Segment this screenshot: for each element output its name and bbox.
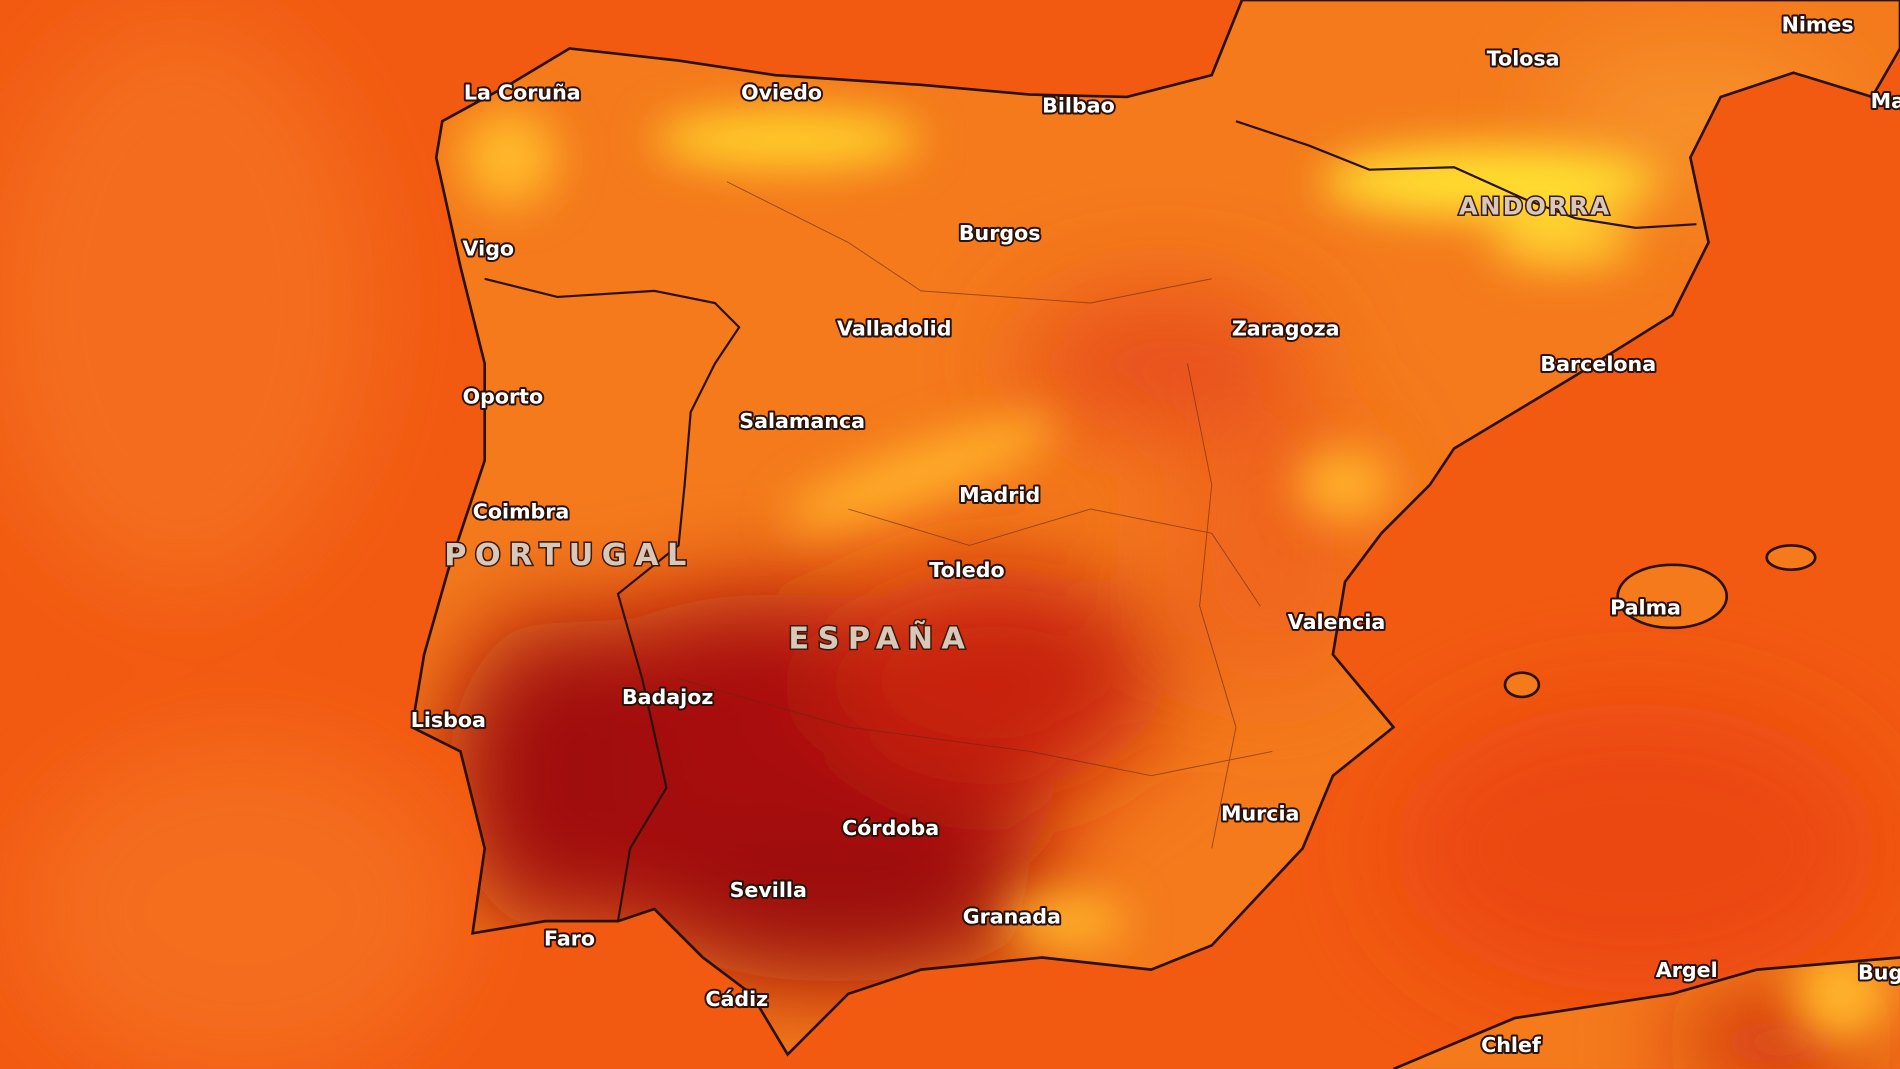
city-label: Madrid	[959, 483, 1040, 507]
city-label: Oporto	[463, 385, 544, 409]
city-label: Oviedo	[741, 80, 822, 104]
city-label: Sevilla	[730, 878, 807, 902]
city-label: Faro	[544, 926, 595, 950]
city-label: Nimes	[1782, 13, 1854, 37]
city-label: Badajoz	[622, 685, 713, 709]
country-labels: PORTUGAL ESPAÑA ANDORRA	[443, 191, 1612, 658]
city-label: Argel	[1656, 958, 1718, 982]
city-label: La Coruña	[464, 80, 581, 104]
city-label: Murcia	[1221, 802, 1299, 826]
city-label: Tolosa	[1487, 46, 1560, 70]
sea-shading	[0, 12, 1879, 1069]
city-label: Vigo	[463, 237, 515, 261]
city-label: Ma	[1871, 89, 1900, 113]
coastlines	[410, 0, 1900, 1069]
city-label: Chlef	[1481, 1033, 1542, 1057]
country-label-andorra: ANDORRA	[1459, 193, 1612, 221]
city-label: Bug	[1858, 960, 1900, 984]
city-label: Cádiz	[705, 987, 768, 1011]
city-label: Coimbra	[473, 500, 570, 524]
city-label: Zaragoza	[1232, 317, 1340, 341]
city-label: Granada	[963, 905, 1061, 929]
region-borders	[678, 181, 1273, 849]
city-label: Palma	[1610, 595, 1681, 619]
country-borders	[484, 120, 1697, 922]
city-label: Valencia	[1288, 610, 1386, 634]
city-label: Bilbao	[1042, 94, 1115, 118]
city-label: Toledo	[929, 558, 1004, 582]
city-label: Burgos	[959, 221, 1041, 245]
city-label: Valladolid	[837, 317, 951, 341]
city-label: Barcelona	[1540, 352, 1656, 376]
city-label: Salamanca	[739, 409, 865, 433]
country-label-espana: ESPAÑA	[788, 619, 973, 656]
city-label: Lisboa	[411, 708, 486, 732]
city-label: Córdoba	[842, 816, 939, 840]
city-labels: La Coruña Oviedo Bilbao Tolosa Nimes Ma …	[409, 11, 1900, 1059]
country-label-portugal: PORTUGAL	[444, 538, 695, 573]
